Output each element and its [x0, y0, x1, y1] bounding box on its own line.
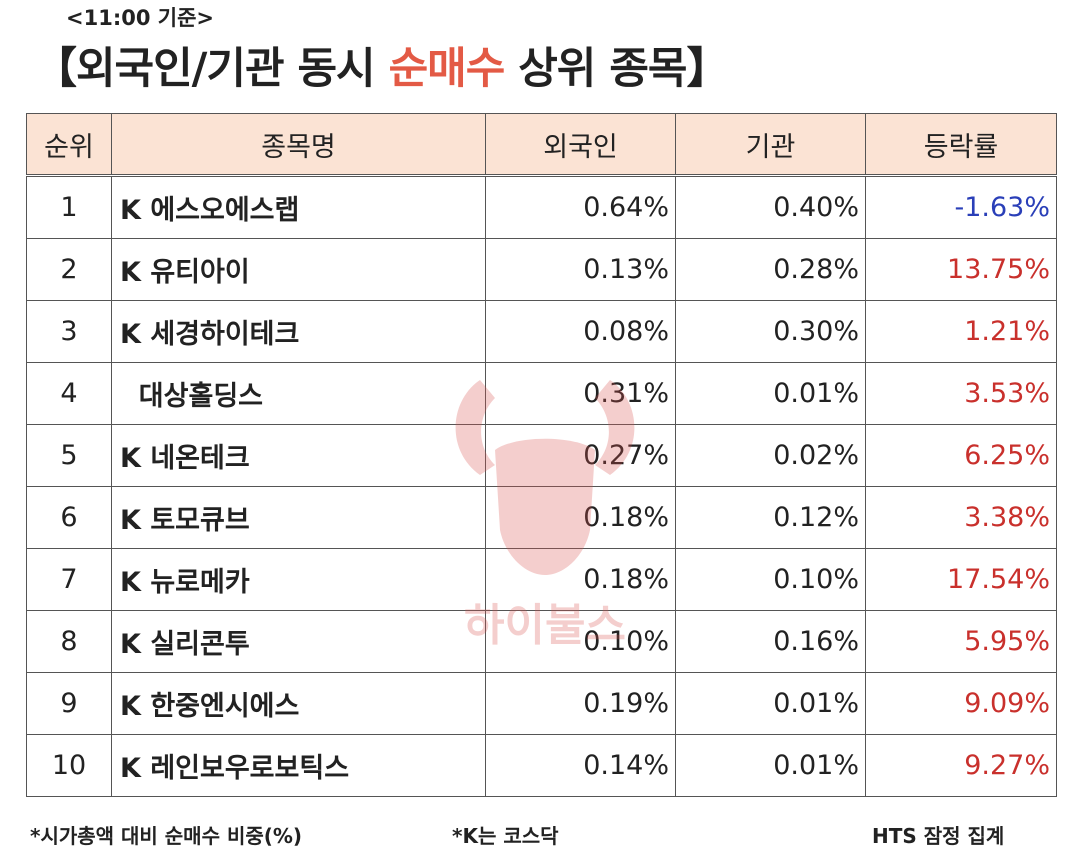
rank-cell: 10 — [26, 734, 112, 797]
stock-name-cell: K 네온테크 — [111, 424, 486, 487]
rank-cell: 9 — [26, 672, 112, 735]
header-change: 등락률 — [865, 113, 1057, 177]
footer-note-kosdaq: *K는 코스닥 — [452, 824, 559, 848]
stock-name-cell: K 레인보우로보틱스 — [111, 734, 486, 797]
stock-name-cell: K 유티아이 — [111, 238, 486, 301]
rank-cell: 5 — [26, 424, 112, 487]
stock-name-cell: K 한중엔시에스 — [111, 672, 486, 735]
rank-cell: 1 — [26, 175, 112, 239]
institution-cell: 0.28% — [675, 238, 866, 301]
title-highlight: 순매수 — [388, 44, 506, 94]
header-foreign: 외국인 — [485, 113, 676, 177]
institution-cell: 0.02% — [675, 424, 866, 487]
stock-name-cell: 대상홀딩스 — [111, 362, 486, 425]
foreign-cell: 0.31% — [485, 362, 676, 425]
footer-note-ratio: *시가총액 대비 순매수 비중(%) — [30, 824, 303, 848]
stock-name-cell: K 세경하이테크 — [111, 300, 486, 363]
institution-cell: 0.30% — [675, 300, 866, 363]
table-header-row: 순위 종목명 외국인 기관 등락률 — [26, 113, 1057, 177]
institution-cell: 0.01% — [675, 734, 866, 797]
footer-note-hts: HTS 잠정 집계 — [872, 824, 1005, 848]
institution-cell: 0.01% — [675, 672, 866, 735]
foreign-cell: 0.13% — [485, 238, 676, 301]
time-label: <11:00 기준> — [66, 6, 214, 30]
change-cell: 1.21% — [865, 300, 1057, 363]
title-suffix: 상위 종목】 — [504, 44, 729, 94]
table-row: 10 K 레인보우로보틱스 0.14% 0.01% 9.27% — [26, 734, 1057, 797]
foreign-cell: 0.08% — [485, 300, 676, 363]
change-cell: 5.95% — [865, 610, 1057, 673]
change-cell: 13.75% — [865, 238, 1057, 301]
foreign-cell: 0.14% — [485, 734, 676, 797]
change-cell: 3.38% — [865, 486, 1057, 549]
institution-cell: 0.12% — [675, 486, 866, 549]
header-name: 종목명 — [111, 113, 486, 177]
page-title: 【외국인/기관 동시 순매수 상위 종목】 — [34, 34, 729, 96]
rank-cell: 2 — [26, 238, 112, 301]
institution-cell: 0.10% — [675, 548, 866, 611]
foreign-cell: 0.10% — [485, 610, 676, 673]
rank-cell: 4 — [26, 362, 112, 425]
stock-name-cell: K 실리콘투 — [111, 610, 486, 673]
institution-cell: 0.40% — [675, 175, 866, 239]
change-cell: 9.09% — [865, 672, 1057, 735]
header-institution: 기관 — [675, 113, 866, 177]
change-cell: 3.53% — [865, 362, 1057, 425]
foreign-cell: 0.18% — [485, 486, 676, 549]
title-prefix: 【외국인/기관 동시 — [34, 44, 389, 94]
institution-cell: 0.01% — [675, 362, 866, 425]
header-rank: 순위 — [26, 113, 112, 177]
change-cell: 9.27% — [865, 734, 1057, 797]
foreign-cell: 0.19% — [485, 672, 676, 735]
table-row: 4 대상홀딩스 0.31% 0.01% 3.53% — [26, 362, 1057, 425]
change-cell: 6.25% — [865, 424, 1057, 487]
stock-name-cell: K 에스오에스랩 — [111, 175, 486, 239]
rank-cell: 6 — [26, 486, 112, 549]
change-cell: 17.54% — [865, 548, 1057, 611]
stock-name-cell: K 뉴로메카 — [111, 548, 486, 611]
rank-cell: 3 — [26, 300, 112, 363]
foreign-cell: 0.18% — [485, 548, 676, 611]
foreign-cell: 0.64% — [485, 175, 676, 239]
rank-cell: 7 — [26, 548, 112, 611]
change-cell: -1.63% — [865, 175, 1057, 239]
stock-name-cell: K 토모큐브 — [111, 486, 486, 549]
institution-cell: 0.16% — [675, 610, 866, 673]
foreign-cell: 0.27% — [485, 424, 676, 487]
rank-cell: 8 — [26, 610, 112, 673]
